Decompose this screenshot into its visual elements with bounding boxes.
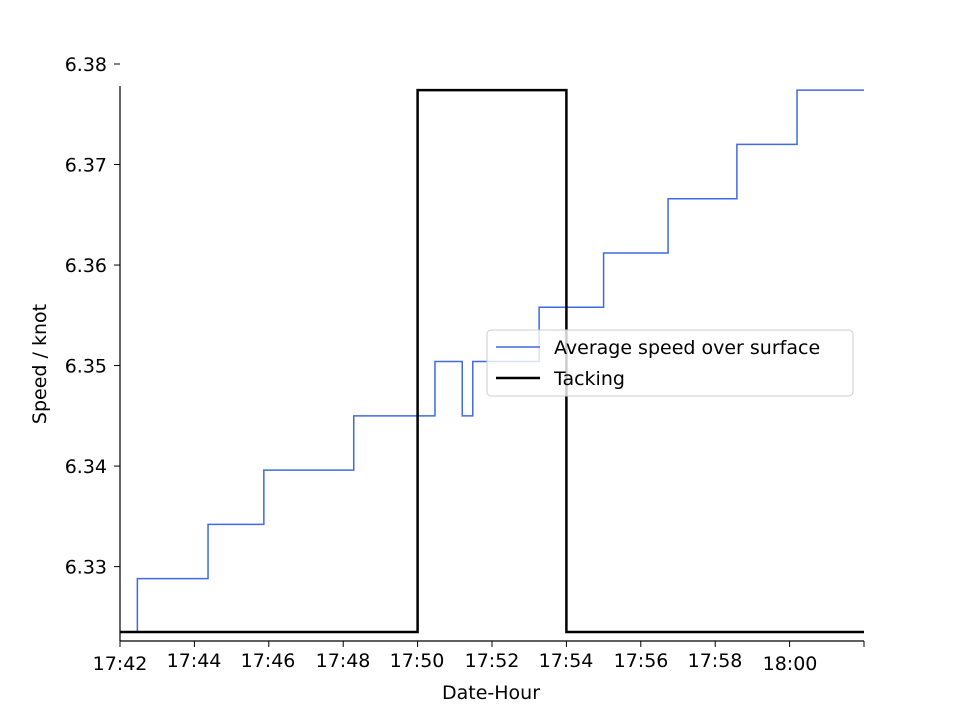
y-tick-label: 6.34 [65,456,107,478]
x-tick-label: 17:56 [614,650,669,672]
series-layer [120,88,864,634]
x-tick-label: 17:44 [167,650,222,672]
series-line-tacking [120,88,864,634]
x-tick-label: 17:58 [688,650,743,672]
x-axis-label: Date-Hour [442,682,540,704]
x-tick-label: 17:46 [241,650,296,672]
legend-label-tacking: Tacking [553,368,625,390]
x-tick-label: 17:42 [93,653,148,675]
legend: Average speed over surface Tacking [486,329,854,397]
y-tick-label: 6.38 [65,54,107,76]
x-tick-label: 17:50 [390,650,445,672]
x-tick-label: 17:52 [465,650,520,672]
series-line-average-speed [136,89,864,632]
y-tick-label: 6.33 [65,557,107,579]
y-tick-label: 6.37 [65,155,107,177]
y-axis-label: Speed / knot [29,304,51,424]
x-tick-label: 18:00 [763,653,818,675]
legend-label-average-speed: Average speed over surface [554,337,820,359]
ticks-layer: 6.33 6.34 6.35 6.36 6.37 6.38 17:42 17:44 17:46 1… [65,54,865,675]
x-tick-label: 17:48 [316,650,371,672]
y-tick-label: 6.35 [65,356,107,378]
x-tick-label: 17:54 [539,650,594,672]
legend-frame [486,329,854,397]
y-tick-label: 6.36 [65,255,107,277]
